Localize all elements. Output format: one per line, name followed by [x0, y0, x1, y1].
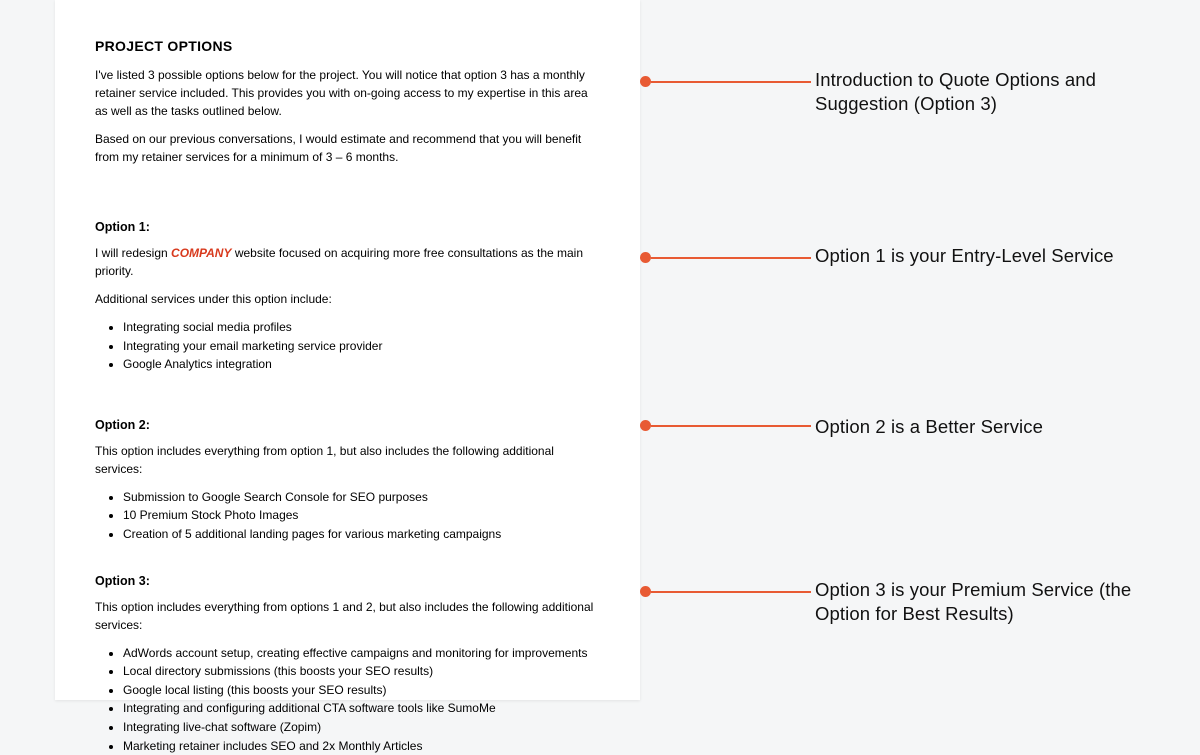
list-item: AdWords account setup, creating effectiv…	[123, 644, 600, 663]
list-item: Integrating and configuring additional C…	[123, 699, 600, 718]
list-item: Integrating social media profiles	[123, 318, 600, 337]
list-item: Creation of 5 additional landing pages f…	[123, 525, 600, 544]
option2-list: Submission to Google Search Console for …	[95, 488, 600, 544]
annotation-connector-line	[651, 591, 811, 593]
annotation-dot-icon	[640, 420, 651, 431]
option1-lead: I will redesign COMPANY website focused …	[95, 244, 600, 280]
list-item: 10 Premium Stock Photo Images	[123, 506, 600, 525]
intro-paragraph-1: I've listed 3 possible options below for…	[95, 66, 600, 120]
annotation-dot-icon	[640, 76, 651, 87]
option1-lead-pre: I will redesign	[95, 246, 171, 260]
option1-title: Option 1:	[95, 220, 600, 234]
option2-title: Option 2:	[95, 418, 600, 432]
list-item: Integrating live-chat software (Zopim)	[123, 718, 600, 737]
intro-paragraph-2: Based on our previous conversations, I w…	[95, 130, 600, 166]
annotation-connector-line	[651, 81, 811, 83]
option3-lead: This option includes everything from opt…	[95, 598, 600, 634]
list-item: Local directory submissions (this boosts…	[123, 662, 600, 681]
company-token: COMPANY	[171, 246, 231, 260]
annotation-dot-icon	[640, 586, 651, 597]
annotation-connector-line	[651, 425, 811, 427]
annotation-label: Option 2 is a Better Service	[815, 415, 1145, 439]
list-item: Submission to Google Search Console for …	[123, 488, 600, 507]
option3-list: AdWords account setup, creating effectiv…	[95, 644, 600, 755]
option1-subhead: Additional services under this option in…	[95, 290, 600, 308]
annotations-layer: Introduction to Quote Options and Sugges…	[640, 0, 1200, 700]
annotation-label: Option 1 is your Entry-Level Service	[815, 244, 1145, 268]
annotation-label: Introduction to Quote Options and Sugges…	[815, 68, 1145, 116]
annotation-dot-icon	[640, 252, 651, 263]
annotation-label: Option 3 is your Premium Service (the Op…	[815, 578, 1145, 626]
annotation-connector-line	[651, 257, 811, 259]
option1-list: Integrating social media profilesIntegra…	[95, 318, 600, 374]
list-item: Google local listing (this boosts your S…	[123, 681, 600, 700]
page-heading: PROJECT OPTIONS	[95, 38, 600, 54]
option2-lead: This option includes everything from opt…	[95, 442, 600, 478]
list-item: Integrating your email marketing service…	[123, 337, 600, 356]
list-item: Google Analytics integration	[123, 355, 600, 374]
list-item: Marketing retainer includes SEO and 2x M…	[123, 737, 600, 755]
option3-title: Option 3:	[95, 574, 600, 588]
document-page: PROJECT OPTIONS I've listed 3 possible o…	[55, 0, 640, 700]
